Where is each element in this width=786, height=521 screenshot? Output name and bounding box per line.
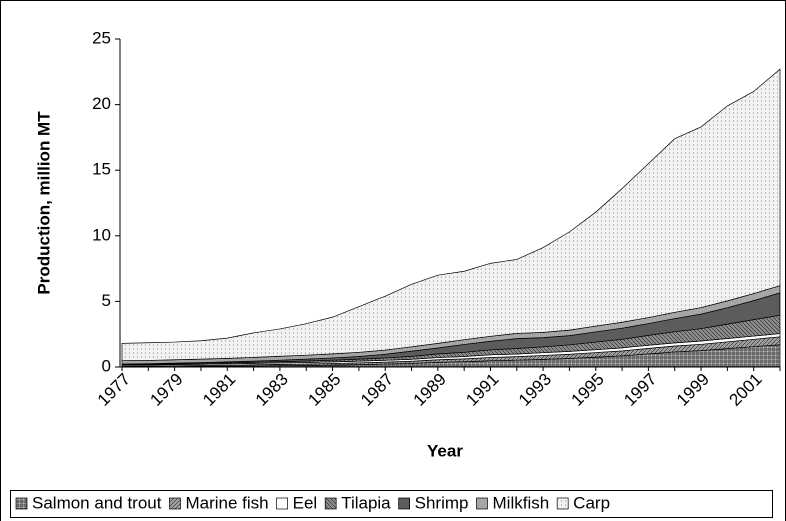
legend-swatch: [476, 497, 488, 510]
legend-box: [10, 490, 773, 518]
x-tick-label: 1985: [304, 370, 344, 410]
y-tick-label: 20: [92, 94, 111, 113]
y-tick-label: 0: [102, 356, 111, 375]
x-tick-label: 1999: [673, 370, 713, 410]
legend-label: Tilapia: [341, 493, 391, 512]
legend-label: Eel: [293, 493, 318, 512]
x-tick-label: 1981: [199, 370, 239, 410]
legend-label: Carp: [573, 493, 610, 512]
x-tick-label: 1979: [146, 370, 186, 410]
x-tick-label: 2001: [725, 370, 765, 410]
x-tick-label: 1987: [357, 370, 397, 410]
legend-label: Salmon and trout: [32, 493, 162, 512]
area: [121, 68, 781, 362]
y-tick-label: 5: [102, 291, 111, 310]
y-axis-title: Production, million MT: [34, 111, 53, 295]
x-tick-label: 1995: [568, 370, 608, 410]
x-tick-label: 1991: [462, 370, 502, 410]
legend-label: Shrimp: [415, 493, 469, 512]
legend-label: Milkfish: [493, 493, 550, 512]
x-tick-label: 1989: [410, 370, 450, 410]
x-tick-label: 1983: [252, 370, 292, 410]
x-tick-label: 1997: [620, 370, 660, 410]
legend-swatch: [169, 497, 181, 510]
y-tick-label: 15: [92, 160, 111, 179]
x-tick-label: 1993: [515, 370, 555, 410]
x-axis-title: Year: [427, 441, 463, 460]
x-tick-label: 1977: [94, 370, 134, 410]
legend-label: Marine fish: [185, 493, 268, 512]
legend-swatch: [324, 497, 337, 510]
y-tick-label: 10: [92, 225, 111, 244]
legend-swatch: [398, 497, 410, 510]
legend-swatch: [15, 497, 28, 510]
legend-swatch: [556, 497, 569, 510]
legend-swatch: [276, 497, 288, 510]
y-tick-label: 25: [92, 28, 111, 47]
